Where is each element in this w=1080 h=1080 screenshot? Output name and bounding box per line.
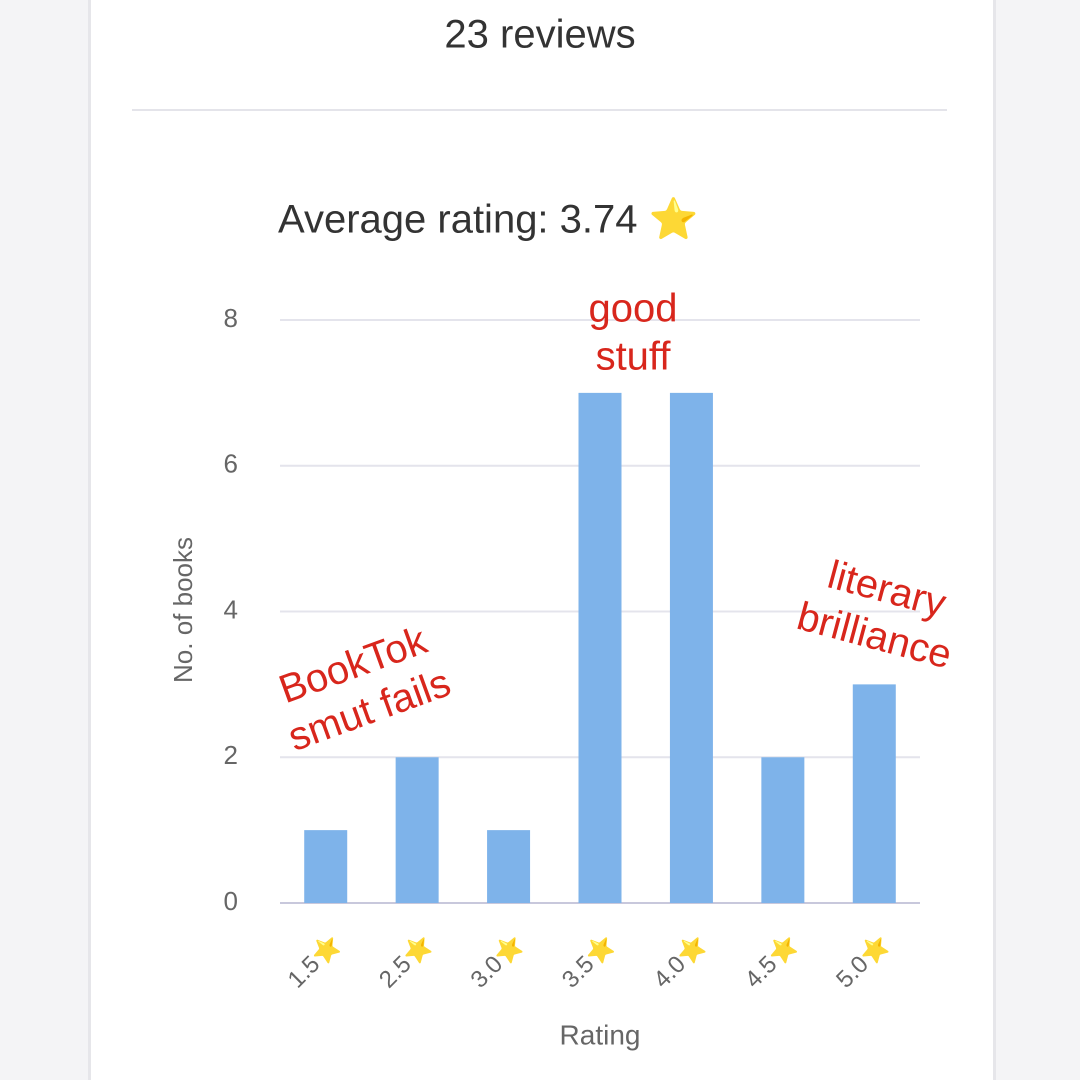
y-tick-label: 4 — [224, 594, 238, 624]
x-tick-label: 1.5⭐ — [282, 929, 347, 994]
bar — [852, 684, 896, 903]
bar — [761, 757, 805, 903]
x-tick-label: 3.5⭐ — [556, 929, 621, 994]
bar — [669, 392, 713, 903]
annotation-line: stuff — [596, 335, 672, 379]
card — [88, 0, 996, 1080]
y-axis-label: No. of books — [168, 537, 198, 683]
y-tick-label: 2 — [224, 740, 238, 770]
x-axis-label: Rating — [560, 1019, 641, 1050]
annotation-line: good — [589, 287, 678, 331]
bar — [578, 392, 622, 903]
y-tick-label: 0 — [224, 886, 238, 916]
bar — [487, 830, 531, 903]
x-tick-label: 4.5⭐ — [739, 929, 804, 994]
bar — [304, 830, 348, 903]
x-tick-label: 4.0⭐ — [648, 929, 713, 994]
bar — [395, 757, 439, 903]
x-tick-label: 3.0⭐ — [465, 929, 530, 994]
y-tick-label: 6 — [224, 449, 238, 479]
chart-title: Average rating: 3.74 ⭐ — [278, 196, 698, 242]
x-tick-label: 2.5⭐ — [373, 929, 438, 994]
x-tick-label: 5.0⭐ — [830, 929, 895, 994]
y-tick-label: 8 — [224, 303, 238, 333]
header-title: 23 reviews — [444, 13, 635, 57]
